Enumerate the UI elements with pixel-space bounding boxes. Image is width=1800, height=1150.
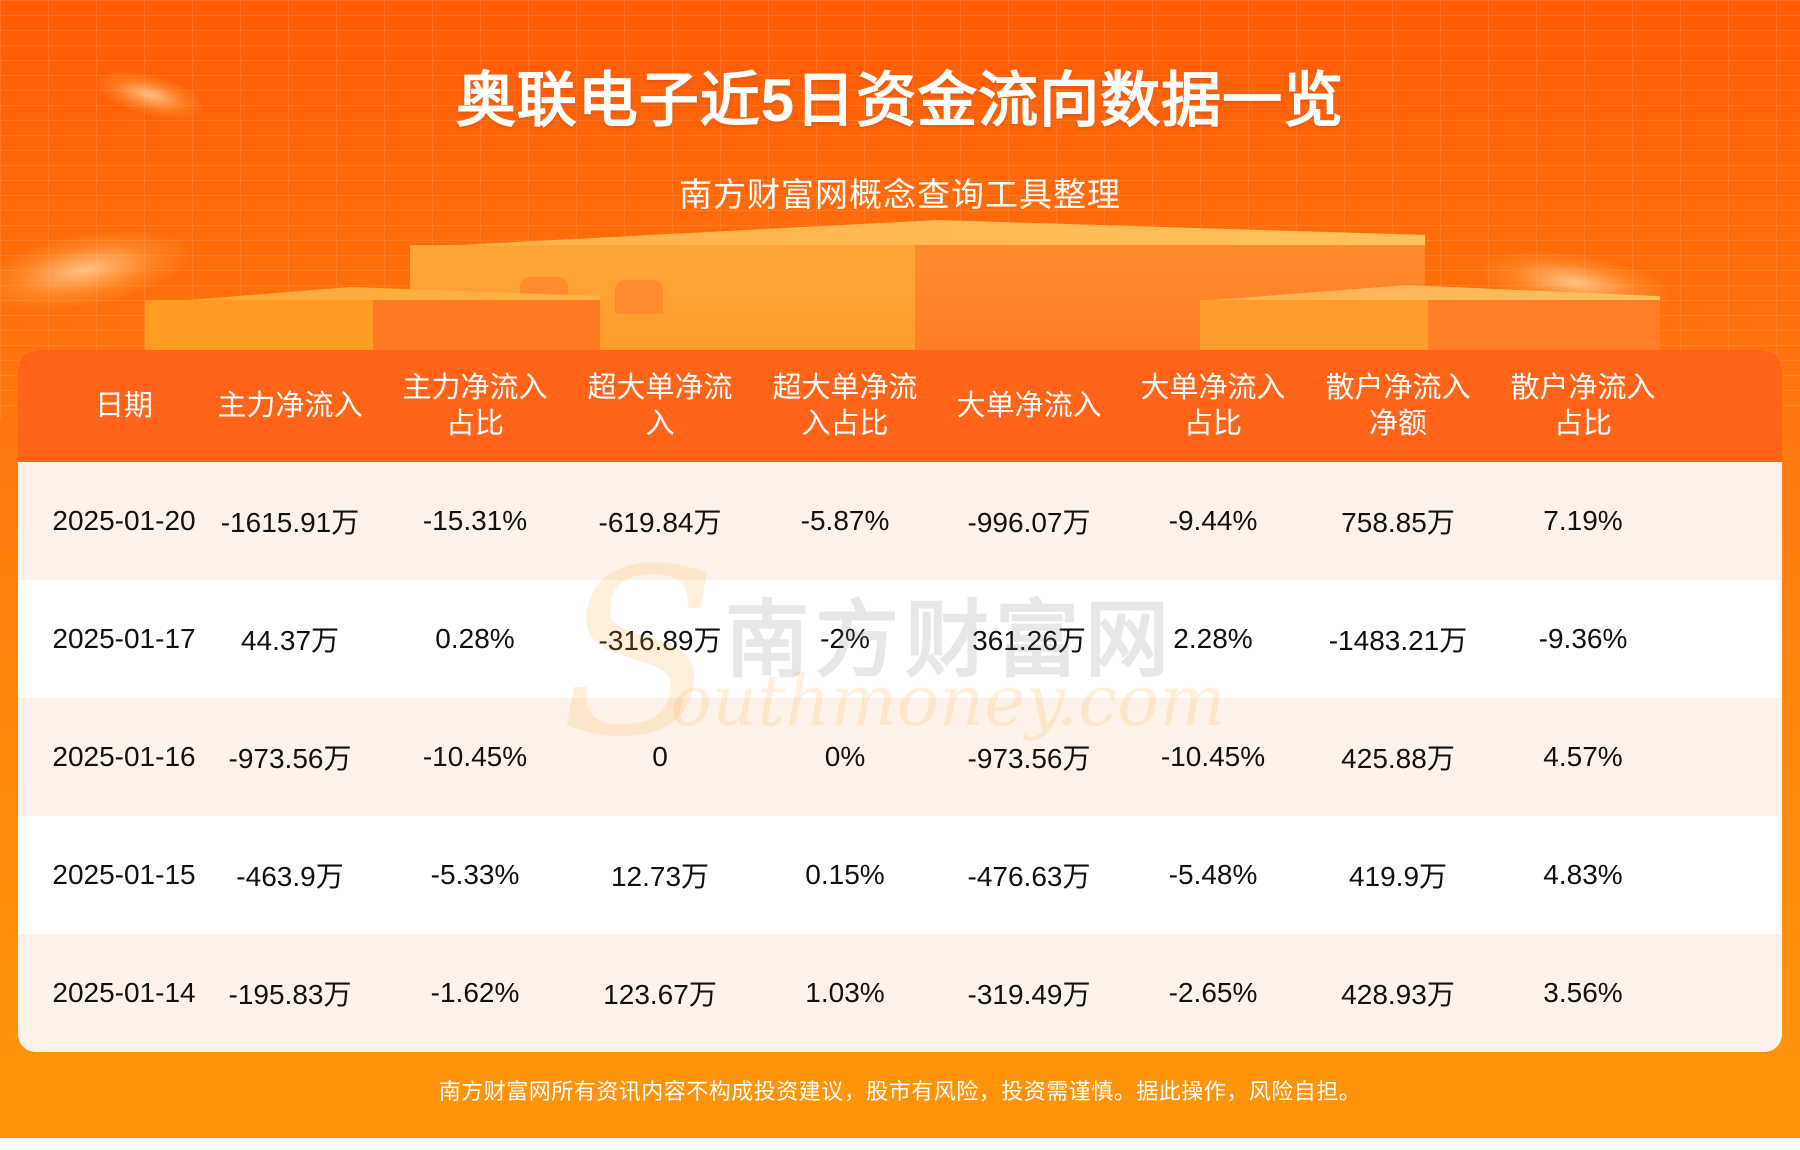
cell-large-inflow: -476.63万 — [967, 861, 1091, 892]
column-header-retail-net: 散户净流入 净额 — [1325, 372, 1471, 440]
page-title: 奥联电子近5日资金流向数据一览 — [455, 67, 1345, 134]
cell-main-ratio: -10.45% — [422, 741, 528, 772]
cell-retail-ratio: -9.36% — [1538, 623, 1628, 654]
cell-large-inflow: -996.07万 — [967, 507, 1091, 538]
cell-main-inflow: -195.83万 — [228, 979, 352, 1010]
cell-large-inflow: -319.49万 — [967, 979, 1091, 1010]
column-header-main-inflow-ratio: 主力净流入 占比 — [402, 372, 548, 440]
cell-date: 2025-01-14 — [52, 977, 196, 1008]
cell-main-inflow: -973.56万 — [228, 743, 352, 774]
column-header-retail-ratio: 散户净流入 占比 — [1510, 372, 1656, 440]
table-header: 日期 主力净流入 主力净流入 占比 超大单净流入 超大单净流 入占比 大单净流入 大… — [18, 350, 1782, 462]
cell-super-large-inflow: 12.73万 — [610, 861, 710, 892]
cell-large-ratio: -2.65% — [1168, 977, 1258, 1008]
cell-retail-net: -1483.21万 — [1328, 625, 1468, 656]
cell-main-ratio: -15.31% — [422, 505, 528, 536]
cell-retail-net: 425.88万 — [1341, 743, 1455, 774]
table-row: 2025-01-14 -195.83万 -1.62% 123.67万 1.03%… — [18, 934, 1782, 1052]
cell-large-ratio: -10.45% — [1160, 741, 1266, 772]
column-header-super-large-ratio: 超大单净流 入占比 — [772, 372, 918, 440]
column-header-super-large-inflow: 超大单净流入 — [587, 372, 733, 440]
cell-main-inflow: -1615.91万 — [220, 507, 360, 538]
cell-retail-ratio: 7.19% — [1543, 505, 1623, 536]
cell-retail-ratio: 4.83% — [1543, 859, 1623, 890]
table-row: 2025-01-15 -463.9万 -5.33% 12.73万 0.15% -… — [18, 816, 1782, 934]
page-subtitle: 南方财富网概念查询工具整理 — [679, 176, 1121, 213]
cell-super-large-inflow: -619.84万 — [598, 507, 722, 538]
column-header-main-inflow: 主力净流入 — [217, 390, 363, 422]
cell-super-large-ratio: 0% — [824, 741, 866, 772]
cell-large-ratio: -9.44% — [1168, 505, 1258, 536]
cell-large-ratio: 2.28% — [1173, 623, 1253, 654]
column-header-date: 日期 — [94, 390, 153, 422]
cell-super-large-inflow: 123.67万 — [603, 979, 717, 1010]
cell-large-inflow: -973.56万 — [967, 743, 1091, 774]
cell-retail-ratio: 4.57% — [1543, 741, 1623, 772]
table-row: 2025-01-17 44.37万 0.28% -316.89万 -2% 361… — [18, 580, 1782, 698]
cell-date: 2025-01-16 — [52, 741, 196, 772]
cell-date: 2025-01-17 — [52, 623, 196, 654]
cell-super-large-ratio: 0.15% — [805, 859, 885, 890]
cell-super-large-ratio: 1.03% — [805, 977, 885, 1008]
cell-large-ratio: -5.48% — [1168, 859, 1258, 890]
cell-retail-net: 419.9万 — [1348, 861, 1448, 892]
cell-main-ratio: -5.33% — [430, 859, 520, 890]
cell-main-ratio: 0.28% — [435, 623, 515, 654]
cell-super-large-ratio: -2% — [820, 623, 870, 654]
cell-super-large-ratio: -5.87% — [800, 505, 890, 536]
cell-super-large-inflow: -316.89万 — [598, 625, 722, 656]
fund-flow-table: 日期 主力净流入 主力净流入 占比 超大单净流入 超大单净流 入占比 大单净流入 大… — [18, 350, 1782, 1052]
cell-large-inflow: 361.26万 — [972, 625, 1086, 656]
cell-super-large-inflow: 0 — [652, 741, 668, 772]
cell-retail-net: 428.93万 — [1341, 979, 1455, 1010]
cell-main-ratio: -1.62% — [430, 977, 520, 1008]
cell-date: 2025-01-20 — [52, 505, 196, 536]
table-row: 2025-01-16 -973.56万 -10.45% 0 0% -973.56… — [18, 698, 1782, 816]
column-header-large-ratio: 大单净流入 占比 — [1140, 372, 1286, 440]
disclaimer-text: 南方财富网所有资讯内容不构成投资建议，股市有风险，投资需谨慎。据此操作，风险自担… — [438, 1079, 1362, 1104]
cell-main-inflow: -463.9万 — [236, 861, 344, 892]
cell-retail-net: 758.85万 — [1341, 507, 1455, 538]
column-header-large-inflow: 大单净流入 — [956, 390, 1102, 422]
podium-decoration — [615, 280, 663, 314]
cell-date: 2025-01-15 — [52, 859, 196, 890]
cell-retail-ratio: 3.56% — [1543, 977, 1623, 1008]
table-row: 2025-01-20 -1615.91万 -15.31% -619.84万 -5… — [18, 462, 1782, 580]
cell-main-inflow: 44.37万 — [240, 625, 340, 656]
